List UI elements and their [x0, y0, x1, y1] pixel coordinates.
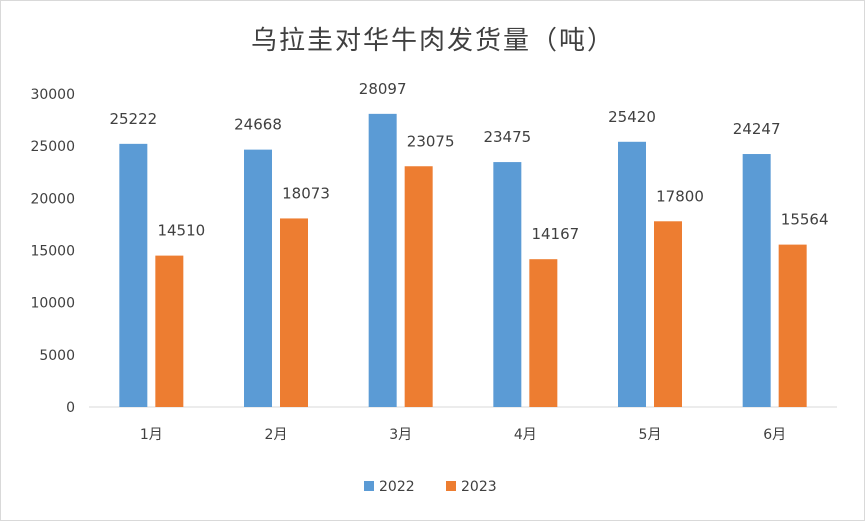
data-label: 23075 — [407, 132, 455, 150]
bar-2022-3 — [368, 113, 397, 408]
bar-2022-5 — [618, 141, 646, 407]
data-label: 17800 — [656, 187, 704, 205]
legend-swatch-2023 — [446, 481, 456, 491]
data-label: 15564 — [781, 211, 829, 229]
y-tick-label: 15000 — [30, 244, 75, 260]
x-axis: 1月 2月 3月 4月 5月 6月 — [140, 427, 786, 443]
bar-2023-6 — [778, 244, 807, 407]
data-label: 25420 — [608, 108, 656, 126]
legend: 2022 2023 — [364, 479, 497, 495]
data-label: 23475 — [483, 128, 531, 146]
bar-2022-2 — [244, 149, 272, 407]
legend-label: 2023 — [461, 479, 497, 495]
data-labels: 25222 14510 24668 18073 28097 23075 23475 14167… — [109, 80, 828, 243]
x-tick-label: 5月 — [639, 427, 662, 443]
x-tick-label: 6月 — [763, 427, 786, 443]
x-tick-label: 1月 — [140, 427, 163, 443]
legend-label: 2022 — [379, 479, 415, 495]
bar-2022-4 — [493, 162, 522, 407]
bar-2023-1 — [155, 255, 184, 407]
legend-swatch-2022 — [364, 481, 374, 491]
data-label: 24247 — [733, 120, 781, 138]
chart-title: 乌拉圭对华牛肉发货量（吨） — [251, 26, 615, 56]
y-axis: 0 5000 10000 15000 20000 25000 30000 — [30, 87, 75, 416]
y-tick-label: 25000 — [30, 139, 75, 155]
x-tick-label: 3月 — [389, 427, 412, 443]
data-label: 14510 — [157, 222, 205, 240]
y-tick-label: 20000 — [30, 191, 75, 207]
x-tick-label: 4月 — [514, 427, 537, 443]
y-tick-label: 30000 — [30, 87, 75, 103]
bar-2023-4 — [529, 259, 558, 407]
data-label: 14167 — [531, 225, 579, 243]
data-label: 25222 — [109, 110, 157, 128]
data-label: 28097 — [359, 80, 407, 98]
y-tick-label: 0 — [66, 400, 75, 416]
y-tick-label: 5000 — [39, 348, 75, 364]
bar-2022-6 — [742, 154, 771, 407]
bar-2023-3 — [404, 166, 433, 407]
data-label: 18073 — [282, 184, 330, 202]
bar-series — [119, 113, 807, 408]
bar-2023-2 — [280, 218, 308, 407]
x-tick-label: 2月 — [265, 427, 288, 443]
data-label: 24668 — [234, 116, 282, 134]
bar-2023-5 — [654, 221, 682, 407]
y-tick-label: 10000 — [30, 296, 75, 312]
bar-2022-1 — [119, 143, 148, 407]
